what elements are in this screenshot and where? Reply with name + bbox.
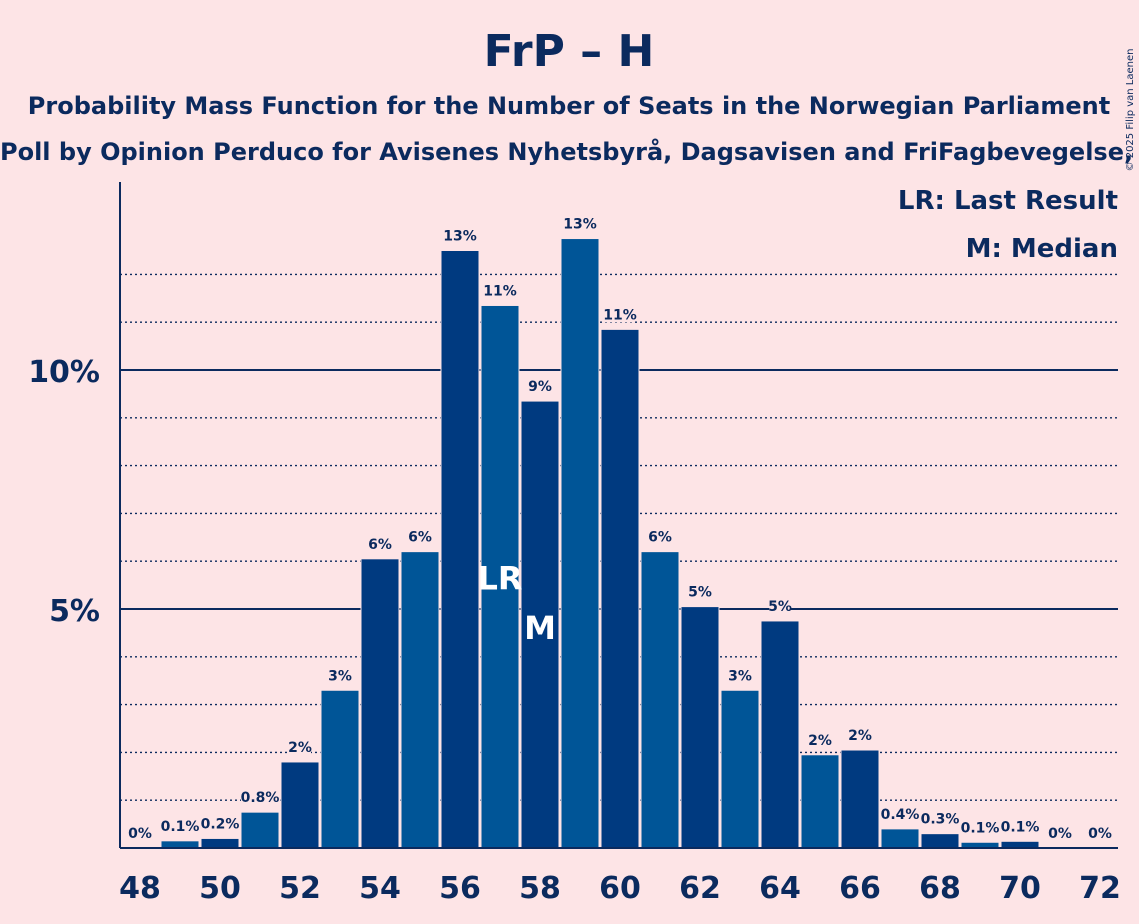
last-result-marker: LR xyxy=(477,559,522,597)
bar-label-seat-53: 3% xyxy=(328,668,352,684)
bar-label-bg xyxy=(161,817,199,834)
copyright: © 2025 Filip van Laenen xyxy=(1125,49,1136,172)
bar-label-seat-52: 2% xyxy=(288,740,312,756)
bar-label-seat-72: 0% xyxy=(1088,826,1112,842)
x-tick-label: 52 xyxy=(279,871,321,906)
bar-label-seat-69: 0.1% xyxy=(961,820,1000,836)
bar-label-seat-62: 5% xyxy=(688,585,712,601)
bar-label-seat-67: 0.4% xyxy=(881,807,920,823)
x-tick-label: 72 xyxy=(1079,871,1121,906)
x-tick-label: 50 xyxy=(199,871,241,906)
x-tick-label: 48 xyxy=(119,871,161,906)
bar-seat-63 xyxy=(720,689,760,849)
bar-label-seat-48: 0% xyxy=(128,826,152,842)
x-tick-label: 68 xyxy=(919,871,961,906)
bar-label-seat-60: 11% xyxy=(603,307,637,323)
bar-seat-51 xyxy=(240,811,280,849)
bar-label-bg xyxy=(409,528,431,545)
bar-label-bg xyxy=(1089,825,1111,841)
bar-seat-57 xyxy=(480,304,520,849)
bar-label-seat-54: 6% xyxy=(368,537,392,553)
bar-seat-54 xyxy=(360,558,400,849)
median-marker: M xyxy=(524,609,556,647)
bar-seat-62 xyxy=(680,606,720,849)
bar-seat-52 xyxy=(280,761,320,849)
bar-seat-56 xyxy=(440,250,480,849)
y-axis-ticks: 5% 10% xyxy=(28,355,100,629)
chart-title: FrP – H xyxy=(484,26,655,77)
bar-seat-64 xyxy=(760,620,800,849)
bar-label-bg xyxy=(689,583,711,600)
bar-label-seat-58: 9% xyxy=(528,379,552,395)
bar-label-bg xyxy=(961,819,999,836)
bar-seat-55 xyxy=(400,551,440,849)
bar-seat-65 xyxy=(800,754,840,849)
x-tick-label: 66 xyxy=(839,871,881,906)
x-tick-label: 62 xyxy=(679,871,721,906)
bar-label-bg xyxy=(1049,825,1071,841)
bars xyxy=(160,238,1040,849)
bar-label-bg xyxy=(445,227,475,244)
bar-label-bg xyxy=(605,306,635,323)
y-tick-label: 5% xyxy=(49,594,100,629)
x-tick-label: 56 xyxy=(439,871,481,906)
bar-label-bg xyxy=(649,528,671,545)
bar-seat-50 xyxy=(200,837,240,849)
bar-label-seat-57: 11% xyxy=(483,283,517,299)
x-tick-label: 70 xyxy=(999,871,1041,906)
bar-label-bg xyxy=(129,825,151,841)
bar-label-seat-55: 6% xyxy=(408,530,432,546)
chart-subtitle: Probability Mass Function for the Number… xyxy=(28,92,1110,120)
bar-label-seat-51: 0.8% xyxy=(241,790,280,806)
bar-label-bg xyxy=(849,727,871,744)
x-tick-label: 64 xyxy=(759,871,801,906)
bar-label-bg xyxy=(369,535,391,552)
bar-label-bg xyxy=(529,378,551,395)
bar-seat-49 xyxy=(160,840,200,849)
x-axis-ticks: 48 50 52 54 56 58 60 62 64 66 68 70 72 xyxy=(119,871,1121,906)
bar-label-bg xyxy=(1001,818,1039,835)
bar-label-seat-65: 2% xyxy=(808,733,832,749)
bar-label-seat-50: 0.2% xyxy=(201,816,240,832)
bar-label-seat-68: 0.3% xyxy=(921,812,960,828)
bar-label-seat-70: 0.1% xyxy=(1001,819,1040,835)
bar-label-seat-56: 13% xyxy=(443,229,477,245)
bar-label-bg xyxy=(729,667,751,684)
bar-label-bg xyxy=(289,738,311,755)
legend-median: M: Median xyxy=(966,234,1118,264)
bar-seat-66 xyxy=(840,749,880,849)
bar-label-seat-64: 5% xyxy=(768,599,792,615)
poll-source: Poll by Opinion Perduco for Avisenes Nyh… xyxy=(0,137,1139,166)
bar-label-seat-61: 6% xyxy=(648,530,672,546)
bar-label-bg xyxy=(241,789,279,806)
bar-seat-70 xyxy=(1000,840,1040,849)
bar-label-bg xyxy=(769,597,791,614)
bar-label-seat-63: 3% xyxy=(728,668,752,684)
bar-seat-58 xyxy=(520,400,560,849)
bar-label-bg xyxy=(329,667,351,684)
bar-label-seat-66: 2% xyxy=(848,728,872,744)
bar-seat-68 xyxy=(920,833,960,849)
bar-seat-53 xyxy=(320,689,360,849)
bar-label-seat-59: 13% xyxy=(563,217,597,233)
x-tick-label: 58 xyxy=(519,871,561,906)
x-tick-label: 60 xyxy=(599,871,641,906)
bar-seat-67 xyxy=(880,828,920,849)
bar-label-seat-71: 0% xyxy=(1048,826,1072,842)
bar-seat-61 xyxy=(640,551,680,849)
bar-label-bg xyxy=(485,282,515,299)
bar-label-bg xyxy=(809,731,831,748)
bar-seat-59 xyxy=(560,238,600,849)
bar-label-bg xyxy=(881,805,919,822)
bar-seat-60 xyxy=(600,328,640,849)
y-tick-label: 10% xyxy=(28,355,100,390)
bar-label-bg xyxy=(565,215,595,232)
bar-labels: 0% 0.1% 0.2%0.8%2%3%6% 6%13%11%9%13%11%6%5%… xyxy=(128,215,1112,842)
bar-label-bg xyxy=(201,815,239,832)
bar-label-seat-49: 0.1% xyxy=(161,819,200,835)
x-tick-label: 54 xyxy=(359,871,401,906)
legend-last-result: LR: Last Result xyxy=(898,186,1118,216)
bar-label-bg xyxy=(921,810,959,827)
